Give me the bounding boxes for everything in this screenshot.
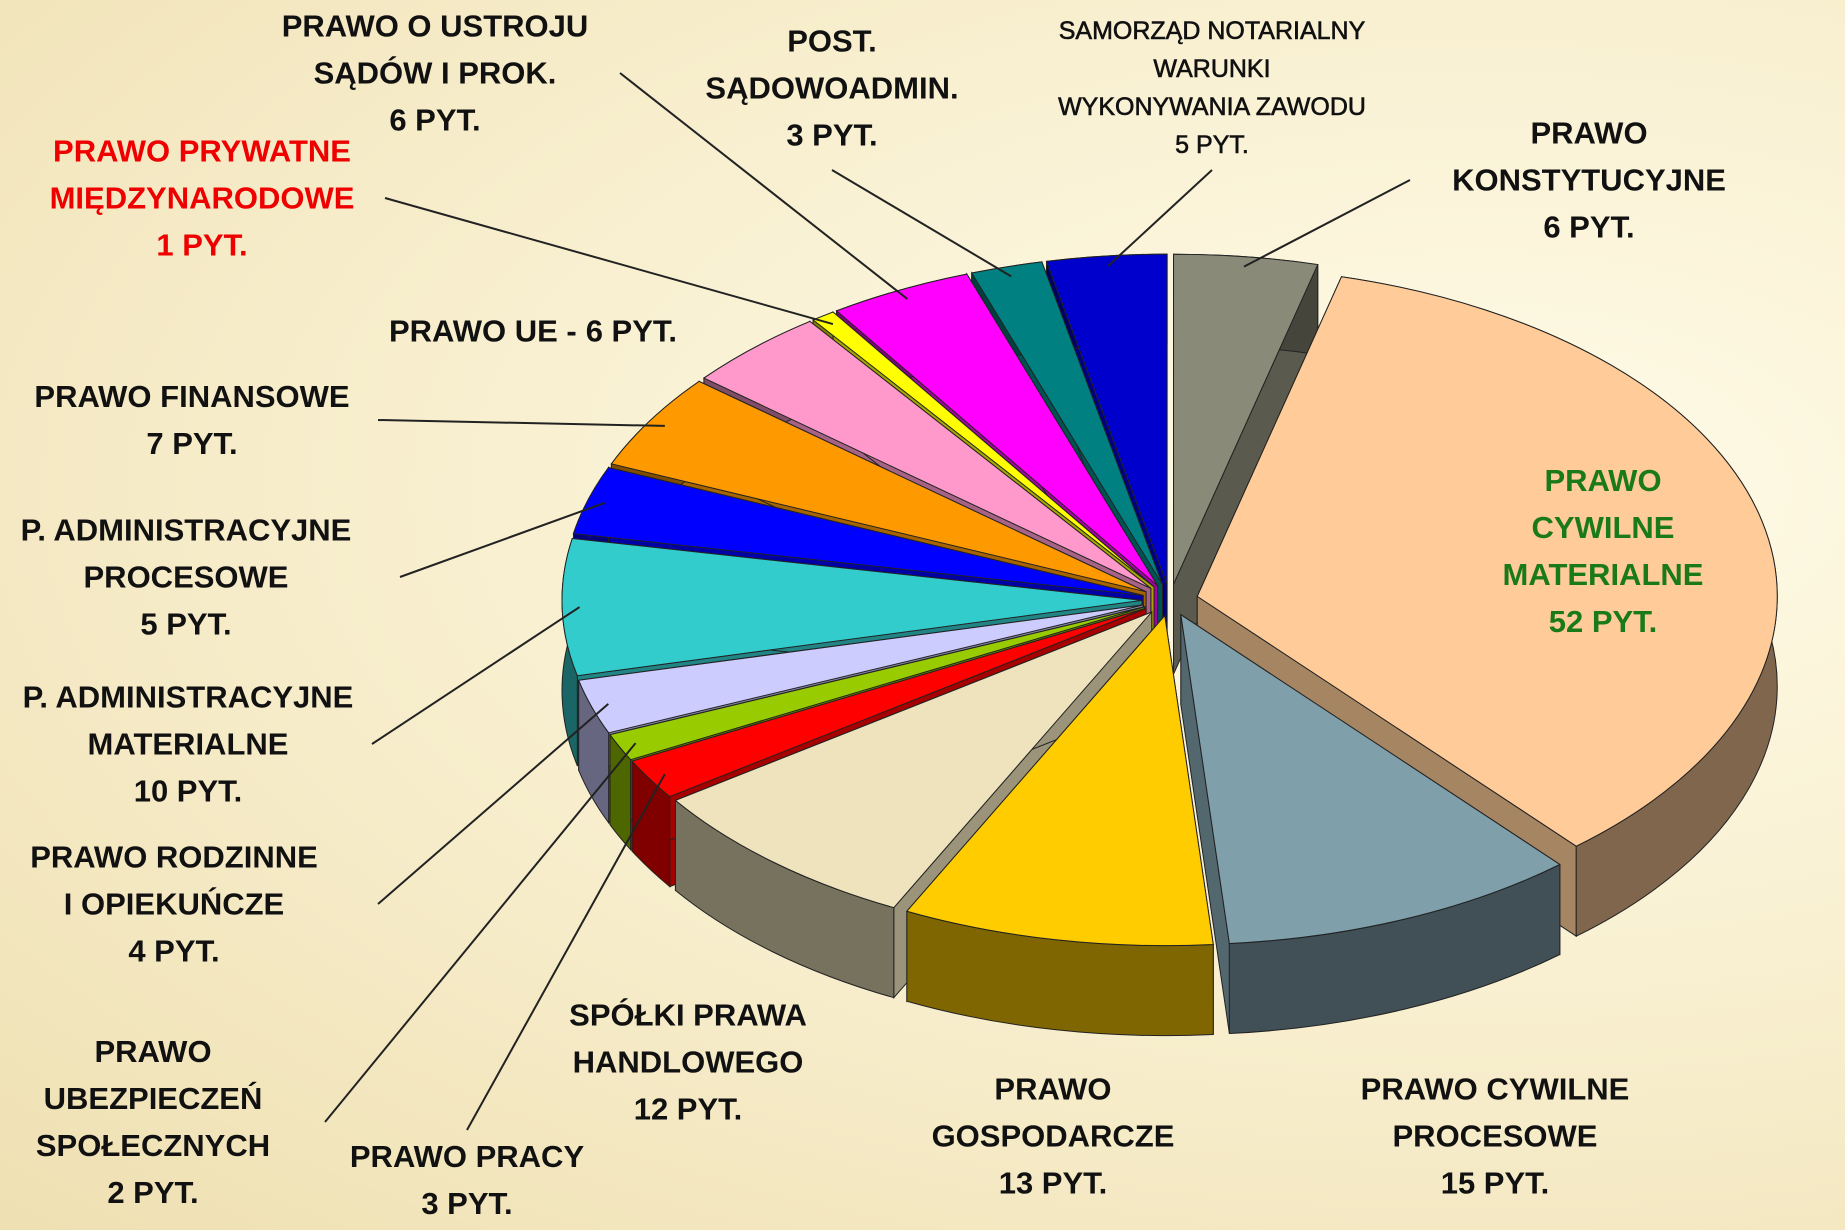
category-label: PRAWO GOSPODARCZE	[931, 1071, 1175, 1154]
slice-label: PRAWO CYWILNE MATERIALNE 52 PYT.	[1482, 457, 1724, 645]
slice-label: PRAWO FINANSOWE 7 PYT.	[34, 373, 349, 467]
category-label: PRAWO CYWILNE PROCESOWE	[1360, 1071, 1630, 1154]
value-label: 4 PYT.	[128, 933, 220, 969]
category-label: PRAWO RODZINNE I OPIEKUŃCZE	[30, 839, 318, 922]
slice-label: PRAWO KONSTYTUCYJNE 6 PYT.	[1452, 110, 1726, 251]
slice-label: PRAWO O USTROJU SĄDÓW I PROK. 6 PYT.	[282, 3, 589, 144]
pie-slice	[905, 614, 1214, 1037]
leader-line	[324, 742, 637, 1123]
slice-label: SPÓŁKI PRAWA HANDLOWEGO 12 PYT.	[569, 992, 807, 1133]
value-label: 6 PYT.	[389, 102, 481, 138]
slice-label: P. ADMINISTRACYJNE MATERIALNE 10 PYT.	[23, 674, 354, 815]
slice-top	[702, 320, 1152, 589]
category-label: PRAWO FINANSOWE	[34, 379, 350, 414]
slice-top	[609, 606, 1145, 761]
category-label: SAMORZĄD NOTARIALNY WARUNKI WYKONYWANIA …	[1058, 17, 1366, 122]
leader-line	[371, 606, 581, 745]
slice-label: SAMORZĄD NOTARIALNY WARUNKI WYKONYWANIA …	[1058, 12, 1366, 164]
value-label: 12 PYT.	[633, 1091, 743, 1127]
value-label: 2 PYT.	[107, 1175, 199, 1210]
category-label: POST. SĄDOWOADMIN.	[705, 23, 959, 106]
category-label: P. ADMINISTRACYJNE MATERIALNE	[22, 679, 354, 762]
leader-line	[1243, 179, 1411, 268]
category-label: P. ADMINISTRACYJNE PROCESOWE	[20, 512, 352, 595]
slice-top	[905, 614, 1214, 947]
value-label: 6 PYT.	[1543, 209, 1635, 245]
leader-line	[377, 703, 609, 905]
slice-label: PRAWO PRACY 3 PYT.	[350, 1133, 584, 1227]
leader-line	[466, 773, 666, 1131]
slice-top	[1045, 253, 1168, 585]
slice-top	[577, 604, 1144, 734]
value-label: 13 PYT.	[998, 1165, 1108, 1201]
slice-label: PRAWO UBEZPIECZEŃ SPOŁECZNYCH 2 PYT.	[36, 1028, 270, 1216]
category-label: SPÓŁKI PRAWA HANDLOWEGO	[569, 997, 807, 1080]
slice-label: PRAWO RODZINNE I OPIEKUŃCZE 4 PYT.	[30, 834, 318, 975]
value-label: 1 PYT.	[156, 227, 248, 263]
slice-top	[835, 273, 1158, 587]
leader-line	[399, 501, 605, 578]
value-label: 3 PYT.	[786, 117, 878, 153]
slice-top	[970, 261, 1163, 585]
value-label: 6 PYT.	[585, 313, 678, 349]
value-label: 3 PYT.	[421, 1186, 513, 1221]
value-label: 7 PYT.	[146, 426, 238, 461]
category-label: PRAWO KONSTYTUCYJNE	[1452, 115, 1726, 198]
category-label: PRAWO UE -	[388, 313, 577, 349]
slice-label: PRAWO UE -6 PYT.	[389, 308, 677, 355]
category-label: PRAWO CYWILNE MATERIALNE	[1502, 463, 1704, 592]
slice-top	[1180, 613, 1561, 945]
slice-top	[631, 607, 1147, 798]
value-label: 15 PYT.	[1440, 1165, 1550, 1201]
value-label: 52 PYT.	[1548, 604, 1658, 639]
category-label: PRAWO O USTROJU SĄDÓW I PROK.	[281, 8, 589, 91]
leader-line	[384, 197, 834, 326]
slice-top	[572, 466, 1144, 596]
value-label: 5 PYT.	[140, 606, 232, 642]
slice-top	[812, 311, 1155, 588]
slice-top	[1196, 276, 1778, 847]
leader-line	[831, 169, 1012, 278]
leader-line	[1107, 169, 1213, 267]
slice-top	[610, 380, 1147, 593]
slice-top	[674, 611, 1153, 909]
category-label: PRAWO PRYWATNE MIĘDZYNARODOWE	[49, 133, 355, 216]
leader-line	[377, 419, 665, 427]
slice-label: PRAWO PRYWATNE MIĘDZYNARODOWE 1 PYT.	[50, 128, 355, 269]
category-label: PRAWO UBEZPIECZEŃ SPOŁECZNYCH	[35, 1034, 271, 1163]
leader-line	[619, 72, 909, 300]
slice-label: PRAWO CYWILNE PROCESOWE 15 PYT.	[1361, 1066, 1630, 1207]
slice-label: POST. SĄDOWOADMIN. 3 PYT.	[705, 18, 958, 159]
value-label: 5 PYT.	[1175, 131, 1249, 160]
slice-top	[561, 537, 1143, 677]
slice-label: P. ADMINISTRACYJNE PROCESOWE 5 PYT.	[21, 507, 352, 648]
slice-label: PRAWO GOSPODARCZE 13 PYT.	[932, 1066, 1175, 1207]
pie-slice	[1180, 613, 1561, 1035]
slice-top	[1173, 253, 1319, 585]
value-label: 10 PYT.	[133, 773, 243, 809]
category-label: PRAWO PRACY	[349, 1139, 585, 1174]
